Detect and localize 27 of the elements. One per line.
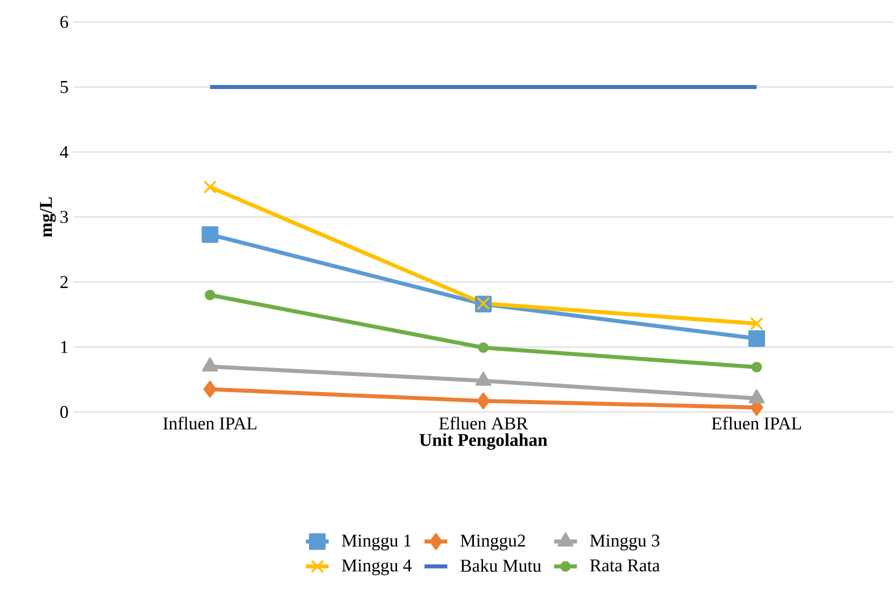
legend-label: Minggu2 <box>460 534 525 550</box>
x-axis-title: Unit Pengolahan <box>420 433 548 450</box>
y-tick-label: 4 <box>60 146 68 158</box>
y-tick-label: 6 <box>60 16 68 28</box>
x-tick-label: Influen IPAL <box>163 416 256 430</box>
y-tick-label: 5 <box>60 81 68 93</box>
legend-label: Minggu 4 <box>342 559 412 576</box>
legend-label: Minggu 3 <box>590 534 660 550</box>
legend-label: Rata Rata <box>590 560 660 572</box>
y-tick-label: 3 <box>60 210 68 224</box>
y-axis-title: mg/L <box>40 197 56 238</box>
point <box>204 380 217 398</box>
point <box>204 290 216 300</box>
point <box>478 342 489 353</box>
point <box>748 330 765 347</box>
x-tick-label: Efluen IPAL <box>712 416 802 430</box>
y-tick-label: 1 <box>61 341 68 353</box>
legend-label: Minggu 1 <box>342 534 411 550</box>
legend-label: Baku Mutu <box>460 559 542 572</box>
point <box>750 316 764 330</box>
point <box>476 392 490 410</box>
y-tick-label: 0 <box>60 406 68 418</box>
y-tick-label: 2 <box>60 276 68 288</box>
point <box>751 362 762 372</box>
point <box>202 226 218 243</box>
point <box>203 180 217 194</box>
x-tick-label: Efluen ABR <box>439 416 528 430</box>
